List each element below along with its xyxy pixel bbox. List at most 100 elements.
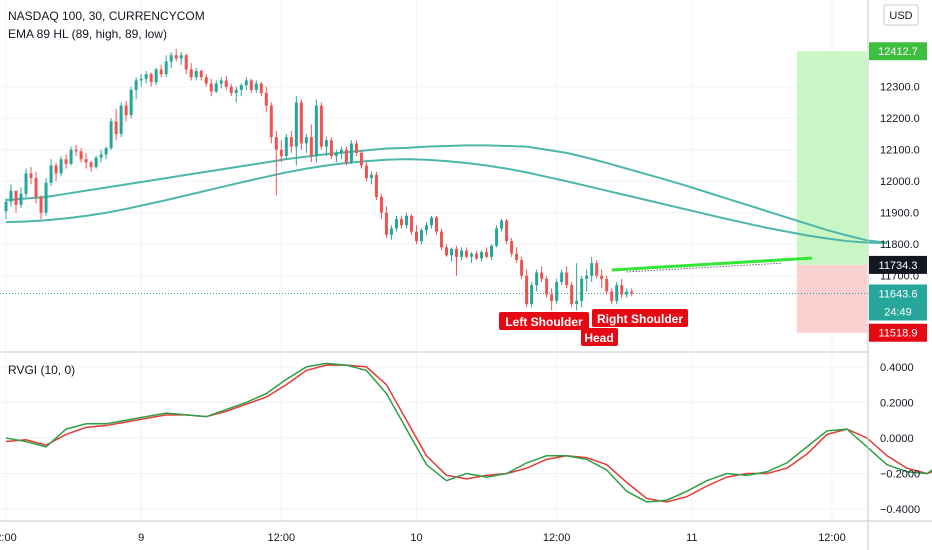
candle — [214, 80, 218, 94]
left-shoulder-label-bg — [499, 312, 589, 330]
candle — [440, 228, 444, 251]
candle — [620, 278, 624, 298]
candle — [520, 256, 524, 279]
candle — [399, 215, 403, 229]
candle — [54, 162, 58, 182]
candle-body — [324, 140, 328, 147]
candle-body — [525, 275, 529, 305]
target-price-tag-text: 12412.7 — [878, 46, 918, 58]
candle-body — [610, 291, 614, 301]
candle-body — [630, 291, 634, 294]
candle — [490, 244, 494, 260]
countdown-tag: 24:49 — [869, 302, 927, 321]
currency-button[interactable]: USD — [883, 4, 919, 26]
candle — [19, 187, 23, 208]
candle — [625, 288, 629, 298]
candle-body — [505, 220, 509, 242]
candle-body — [545, 278, 549, 295]
ema-lines — [5, 144, 888, 244]
candle — [545, 275, 549, 298]
candle — [159, 64, 163, 78]
candle — [515, 247, 519, 264]
candle-body — [224, 80, 228, 87]
candle — [384, 206, 388, 238]
candle — [394, 215, 398, 232]
candle — [139, 74, 143, 87]
candle-body — [379, 196, 383, 213]
candle — [259, 82, 263, 97]
candle — [239, 83, 243, 97]
candle — [294, 96, 298, 166]
candle-body — [490, 245, 494, 257]
price-tags: 12412.7 11734.3 11643.6 24:49 11518.9 — [869, 42, 927, 342]
candle-body — [555, 282, 559, 301]
candle-body — [445, 247, 449, 256]
candle — [600, 269, 604, 289]
candle-body — [455, 248, 459, 257]
candle-body — [585, 275, 589, 279]
candle — [344, 146, 348, 166]
candle — [595, 259, 599, 279]
candle-body — [530, 285, 534, 305]
candle-body — [44, 182, 48, 213]
candle — [59, 156, 63, 177]
risk-reward-zones — [0, 51, 868, 333]
candle-body — [595, 263, 599, 276]
axes: 12300.0 12200.0 12100.0 12000.0 11900.0 11800… — [0, 82, 920, 544]
candle-body — [520, 259, 524, 276]
candle — [565, 266, 569, 289]
stop-zone — [796, 264, 867, 333]
candle-body — [399, 219, 403, 226]
candle — [244, 77, 248, 90]
candle-body — [59, 159, 63, 174]
candle-body — [4, 201, 8, 212]
candle — [525, 269, 529, 308]
candle — [34, 171, 38, 204]
time-tick-label: 10 — [410, 532, 422, 544]
candle — [99, 149, 103, 163]
price-tick-label: 12300.0 — [880, 82, 920, 94]
candle-body — [354, 143, 358, 153]
candle — [535, 269, 539, 292]
candle-body — [274, 137, 278, 150]
candle — [460, 247, 464, 260]
candle-body — [419, 230, 423, 242]
candle-body — [314, 105, 318, 157]
candle — [424, 222, 428, 235]
candle — [304, 133, 308, 153]
neckline — [611, 256, 813, 273]
candle — [389, 225, 393, 240]
rvgi-signal-line — [5, 364, 932, 503]
stop-price-tag: 11518.9 — [869, 323, 927, 342]
candle — [64, 154, 68, 169]
candle-body — [229, 86, 233, 94]
candle-body — [500, 220, 504, 229]
candle — [615, 282, 619, 305]
candle-body — [279, 149, 283, 157]
candle-body — [239, 85, 243, 90]
candle-body — [565, 272, 569, 286]
candle-body — [319, 105, 323, 147]
candle-body — [54, 165, 58, 174]
candle — [530, 282, 534, 308]
candle — [364, 162, 368, 182]
candle — [575, 263, 579, 311]
candle-body — [465, 250, 469, 257]
candle — [124, 100, 128, 122]
candle-body — [590, 263, 594, 276]
candle-body — [234, 89, 238, 94]
candle — [404, 212, 408, 229]
candle-body — [84, 159, 88, 163]
ema-legend: EMA 89 HL (89, high, 89, low) — [8, 27, 167, 41]
candle-body — [294, 102, 298, 147]
head-label: Head — [584, 331, 613, 345]
candle-body — [615, 285, 619, 301]
candles — [4, 48, 634, 311]
candle — [419, 228, 423, 245]
candle-body — [475, 253, 479, 259]
rvgi-tick-label: 0.4000 — [880, 362, 914, 374]
candle-body — [289, 137, 293, 147]
candle-body — [164, 61, 168, 75]
candle — [475, 250, 479, 260]
